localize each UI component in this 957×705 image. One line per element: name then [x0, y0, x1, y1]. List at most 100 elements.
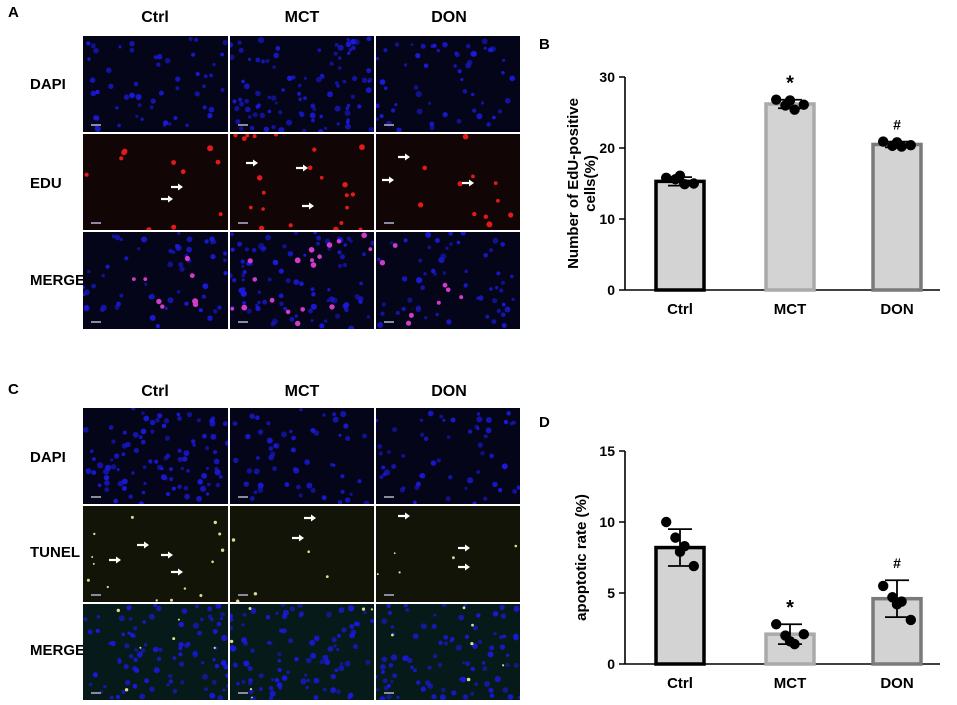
x-tick-label: Ctrl	[667, 675, 693, 692]
micrograph-image	[376, 604, 520, 700]
data-point	[891, 599, 903, 610]
y-tick-label: 5	[607, 585, 615, 601]
y-axis-label: apoptotic rate (%)	[573, 494, 590, 621]
data-point	[771, 619, 782, 630]
micrograph-a-edu-mct	[230, 134, 374, 230]
micrograph-c-dapi-don	[376, 408, 520, 504]
y-tick-label: 20	[599, 140, 615, 156]
data-point	[674, 546, 686, 558]
micrograph-a-dapi-mct	[230, 36, 374, 132]
panel-c-row-tunel: TUNEL	[30, 544, 80, 561]
significance-mark: #	[893, 117, 901, 133]
arrow-marker-icon	[398, 512, 410, 520]
data-point	[784, 636, 796, 647]
arrow-marker-icon	[246, 159, 258, 167]
data-point	[661, 516, 672, 528]
data-point	[789, 104, 800, 115]
data-point	[679, 179, 690, 190]
x-tick-label: Ctrl	[667, 301, 693, 318]
micrograph-image	[83, 506, 228, 602]
y-tick-label: 30	[599, 69, 615, 85]
panel-a-letter: A	[8, 4, 19, 21]
arrow-marker-icon	[171, 568, 183, 576]
micrograph-image	[376, 232, 520, 329]
micrograph-c-tunel-mct	[230, 506, 374, 602]
panel-d-letter: D	[539, 414, 550, 431]
micrograph-image	[376, 134, 520, 230]
panel-c-column-ctrl: Ctrl	[141, 383, 169, 400]
data-point	[661, 172, 672, 184]
data-point	[784, 95, 796, 106]
data-point	[771, 94, 782, 105]
micrograph-a-merge-don	[376, 232, 520, 329]
y-axis-label-line: Number of EdU-positive	[565, 98, 582, 269]
data-point	[905, 139, 916, 151]
data-point	[905, 614, 916, 626]
arrow-marker-icon	[398, 153, 410, 161]
bar-ctrl	[654, 179, 706, 292]
chart-d-apoptotic-rate: 0 5 10 15 apoptotic rate (%) Ctrl * MCT # DON	[573, 443, 940, 692]
micrograph-c-dapi-mct	[230, 408, 374, 504]
data-point	[878, 136, 889, 147]
micrograph-image	[230, 36, 374, 132]
micrograph-c-tunel-don	[376, 506, 520, 602]
panel-c-row-dapi: DAPI	[30, 449, 66, 466]
panel-a-column-ctrl: Ctrl	[141, 9, 169, 26]
x-tick-label: DON	[880, 675, 913, 692]
panel-c-letter: C	[8, 381, 19, 398]
y-tick-label: 0	[607, 282, 615, 298]
micrograph-image	[83, 604, 228, 700]
y-tick-label: 15	[599, 443, 615, 459]
arrow-marker-icon	[304, 514, 316, 522]
arrow-marker-icon	[161, 195, 173, 203]
data-point	[878, 580, 889, 592]
y-axis-label: Number of EdU-positivecells(%)	[565, 98, 599, 269]
data-point	[798, 628, 809, 640]
micrograph-a-dapi-ctrl	[83, 36, 228, 132]
micrograph-image	[83, 408, 228, 504]
arrow-marker-icon	[161, 551, 173, 559]
arrow-marker-icon	[171, 183, 183, 191]
micrograph-image	[376, 36, 520, 132]
panel-a-column-mct: MCT	[284, 9, 320, 26]
significance-mark: *	[786, 73, 794, 95]
micrograph-image	[83, 232, 228, 329]
arrow-marker-icon	[382, 176, 394, 184]
data-point	[688, 560, 699, 572]
data-point	[798, 99, 809, 110]
significance-mark: #	[893, 555, 901, 571]
micrograph-c-tunel-ctrl	[83, 506, 228, 602]
y-axis-label-line: cells(%)	[582, 155, 599, 212]
micrograph-image	[230, 408, 374, 504]
y-tick-label: 10	[599, 514, 615, 530]
panel-a-row-merge: MERGE	[30, 272, 86, 289]
micrograph-c-merge-mct	[230, 604, 374, 700]
data-point	[891, 137, 903, 148]
micrograph-image	[376, 506, 520, 602]
panel-a-row-edu: EDU	[30, 175, 62, 192]
micrograph-image	[230, 134, 374, 230]
micrograph-a-edu-don	[376, 134, 520, 230]
micrograph-image	[83, 134, 228, 230]
micrograph-a-dapi-don	[376, 36, 520, 132]
micrograph-c-merge-ctrl	[83, 604, 228, 700]
x-tick-label: MCT	[774, 675, 807, 692]
micrograph-a-edu-ctrl	[83, 134, 228, 230]
micrograph-image	[83, 36, 228, 132]
arrow-marker-icon	[296, 164, 308, 172]
data-point	[688, 178, 699, 189]
micrograph-c-merge-don	[376, 604, 520, 700]
data-point	[670, 532, 681, 543]
micrograph-image	[230, 506, 374, 602]
y-tick-label: 0	[607, 656, 615, 672]
micrograph-image	[376, 408, 520, 504]
micrograph-c-dapi-ctrl	[83, 408, 228, 504]
micrograph-a-merge-mct	[230, 232, 374, 329]
micrograph-image	[230, 604, 374, 700]
arrow-marker-icon	[137, 541, 149, 549]
x-tick-label: MCT	[774, 301, 807, 318]
arrow-marker-icon	[458, 563, 470, 571]
panel-c-column-mct: MCT	[284, 383, 320, 400]
panel-c-row-merge: MERGE	[30, 642, 86, 659]
